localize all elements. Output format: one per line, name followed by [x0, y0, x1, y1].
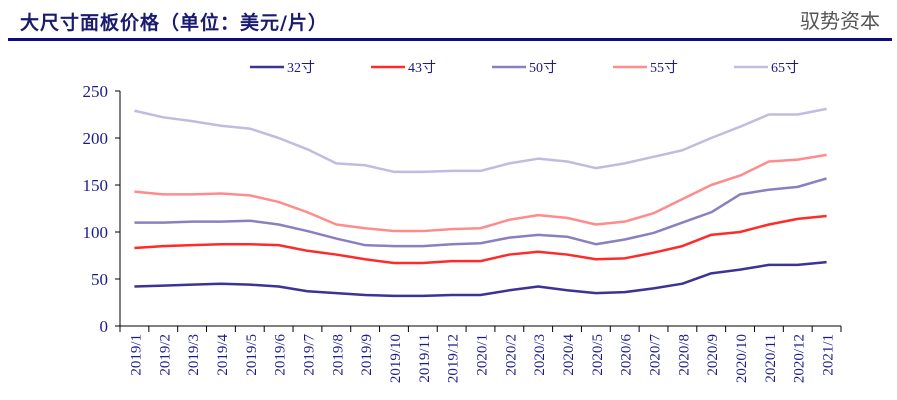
series-line-43寸 [134, 214, 827, 265]
x-tick-label: 2020/11 [763, 334, 779, 383]
series-line-32寸 [134, 260, 827, 298]
y-tick-label: 200 [83, 129, 109, 148]
x-tick-label: 2021/1 [821, 334, 837, 376]
x-tick-label: 2019/6 [273, 334, 289, 376]
x-tick-label: 2020/7 [648, 334, 664, 376]
legend-label: 65寸 [771, 60, 799, 76]
x-tick-label: 2019/10 [388, 334, 404, 383]
y-tick-label: 250 [83, 82, 109, 101]
legend-label: 55寸 [650, 60, 678, 76]
series-line-65寸 [134, 107, 827, 174]
y-tick-label: 100 [83, 223, 109, 242]
series-line-55寸 [134, 153, 827, 233]
x-tick-label: 2019/2 [157, 334, 173, 376]
x-tick-label: 2019/11 [417, 334, 433, 383]
x-tick-label: 2020/1 [475, 334, 491, 376]
x-tick-label: 2019/9 [359, 334, 375, 376]
legend-label: 43寸 [408, 60, 436, 76]
x-tick-label: 2019/7 [301, 334, 317, 376]
x-tick-label: 2020/9 [705, 334, 721, 376]
series-line-50寸 [134, 177, 827, 248]
x-tick-label: 2020/8 [676, 334, 692, 376]
x-tick-label: 2019/3 [186, 334, 202, 376]
x-tick-label: 2019/12 [446, 334, 462, 383]
legend-label: 50寸 [529, 60, 557, 76]
x-tick-label: 2020/6 [619, 334, 635, 376]
x-tick-label: 2020/10 [734, 334, 750, 383]
x-tick-label: 2019/1 [128, 334, 144, 376]
watermark: 驭势资本 [800, 9, 880, 33]
y-tick-label: 50 [91, 270, 108, 289]
x-tick-label: 2019/8 [330, 334, 346, 376]
chart-title: 大尺寸面板价格（单位：美元/片） [20, 12, 328, 34]
x-tick-label: 2020/5 [590, 334, 606, 376]
x-tick-label: 2019/5 [244, 334, 260, 376]
x-tick-label: 2020/12 [792, 334, 808, 383]
title-divider [8, 38, 892, 41]
x-tick-label: 2020/3 [532, 334, 548, 376]
y-tick-label: 150 [83, 176, 109, 195]
x-tick-label: 2020/2 [503, 334, 519, 376]
y-tick-label: 0 [100, 317, 109, 336]
x-tick-label: 2020/4 [561, 334, 577, 376]
x-tick-label: 2019/4 [215, 334, 231, 376]
legend-label: 32寸 [287, 60, 315, 76]
